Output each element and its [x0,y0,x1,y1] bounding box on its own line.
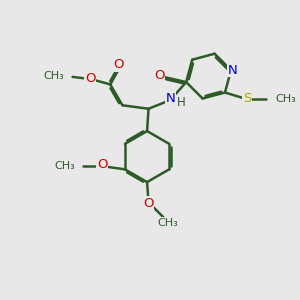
Text: N: N [166,92,176,105]
Text: O: O [97,158,108,172]
Text: N: N [228,64,237,76]
Text: H: H [177,96,186,109]
Text: O: O [143,197,154,210]
Text: S: S [243,92,251,105]
Text: O: O [113,58,124,71]
Text: CH₃: CH₃ [44,71,64,81]
Text: O: O [85,71,95,85]
Text: CH₃: CH₃ [54,161,75,171]
Text: CH₃: CH₃ [275,94,296,104]
Text: CH₃: CH₃ [157,218,178,228]
Text: O: O [154,69,164,82]
